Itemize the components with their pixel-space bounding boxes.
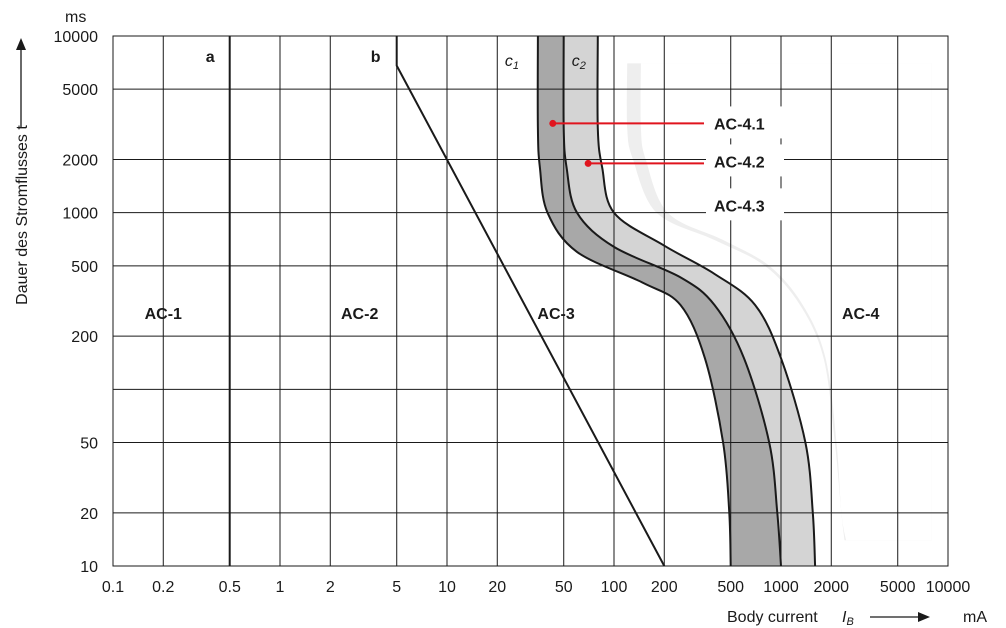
curve-label-a: a [206,49,215,66]
zone-label-ac-4: AC-4 [842,306,879,323]
callout-dot-ac-4-2 [584,159,592,167]
callout-box-ac-4-2 [706,144,784,177]
y-tick-label: 1000 [62,206,98,223]
callout-box-ac-4-3 [706,188,784,221]
curve-label-c2-main: c [572,53,580,70]
y-tick-label: 10000 [54,29,99,46]
x-unit: mA [963,609,987,626]
x-tick-label: 2000 [813,579,849,596]
x-tick-label: 5 [392,579,401,596]
x-tick-label: 0.2 [152,579,174,596]
curve-label-c1-main: c [505,53,513,70]
y-tick-label: 2000 [62,152,98,169]
x-tick-label: 1 [276,579,285,596]
curve-label-c1: c1 [505,53,519,72]
callout-dot-ac-4-1 [549,119,557,127]
callout-box-ac-4-1 [706,106,784,139]
band-ac-4-3-inner [640,63,932,541]
y-axis-label: Dauer des Stromflusses t [14,125,31,305]
y-tick-label: 20 [80,506,98,523]
y-tick-label: 500 [71,259,98,276]
y-tick-label: 50 [80,436,98,453]
y-axis-arrow [16,38,26,127]
callout-label-ac-4-2: AC-4.2 [714,154,765,171]
curve-label-c2-sub: 2 [579,60,586,72]
x-tick-label: 2 [326,579,335,596]
curve-b [395,36,666,567]
curve-label-c2: c2 [572,53,586,72]
x-axis-label: Body current [727,609,818,626]
curve-c2 [562,35,782,567]
bands [537,36,932,566]
curve-c3 [596,35,817,567]
callout-label-ac-4-3: AC-4.3 [714,198,765,215]
zone-label-ac-1: AC-1 [145,306,182,323]
curves: a b c1 c2 [206,35,817,567]
y-tick-label: 10 [80,559,98,576]
x-tick-label: 10000 [926,579,971,596]
x-tick-label: 0.1 [102,579,124,596]
curve-label-c1-sub: 1 [513,60,519,72]
x-tick-label: 1000 [763,579,799,596]
zone-label-ac-2: AC-2 [341,306,378,323]
x-tick-label: 0.5 [219,579,241,596]
callout-label-ac-4-1: AC-4.1 [714,116,765,133]
x-tick-label: 5000 [880,579,916,596]
zone-labels: AC-1 AC-2 AC-3 AC-4 [145,306,880,323]
x-axis-symbol: IB [842,609,854,628]
x-tick-label: 20 [488,579,506,596]
x-tick-label: 50 [555,579,573,596]
x-tick-label: 100 [601,579,628,596]
y-unit: ms [65,9,86,26]
y-tick-label: 200 [71,329,98,346]
x-axis-symbol-sub: B [846,616,853,628]
x-axis-arrow [870,612,930,622]
y-tick-label: 5000 [62,82,98,99]
x-axis-symbol-main: I [842,609,847,626]
x-tick-label: 10 [438,579,456,596]
curve-label-b: b [371,49,381,66]
curve-c1 [536,35,732,567]
callouts: AC-4.1 AC-4.2 AC-4.3 [549,106,784,221]
plot-frame [112,35,949,567]
zone-label-ac-3: AC-3 [537,306,574,323]
x-tick-label: 500 [717,579,744,596]
x-tick-label: 200 [651,579,678,596]
tick-labels: 0.1 0.2 0.5 1 2 5 10 20 50 100 200 500 1000 2000 5000 1… [54,29,971,596]
